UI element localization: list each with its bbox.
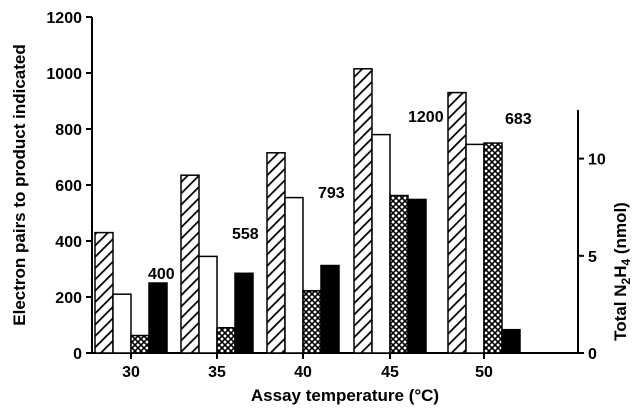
bar-crosshatch-40 [302, 290, 322, 354]
y-tick-label-right-2: 10 [588, 152, 606, 169]
annotation-558: 558 [232, 226, 259, 243]
x-tick-label-30: 30 [122, 364, 140, 381]
bar-open-50 [465, 143, 485, 354]
annotation-683: 683 [505, 111, 532, 128]
y-tick-label-right-1: 5 [588, 249, 597, 266]
bar-solid-45 [407, 198, 427, 354]
y-tick-label-left-3: 600 [55, 178, 82, 195]
y-tick-label-left-5: 1000 [46, 66, 82, 83]
y-tick-label-right-0: 0 [588, 346, 597, 363]
y-axis-title-left: Electron pairs to product indicated [10, 44, 29, 325]
x-tick-label-35: 35 [208, 364, 226, 381]
y-tick-label-left-6: 1200 [46, 10, 82, 27]
bar-diagonal-hatch-50 [447, 91, 467, 354]
bar-solid-35 [234, 272, 254, 354]
bar-open-40 [284, 196, 304, 354]
y-axis-title-right: Total N2H4 (nmol) [611, 202, 633, 341]
annotation-1200: 1200 [408, 109, 444, 126]
x-tick-label-50: 50 [475, 364, 493, 381]
bar-solid-50 [501, 328, 521, 354]
x-axis-title: Assay temperature (°C) [251, 386, 439, 405]
x-tick-label-40: 40 [294, 364, 312, 381]
bar-solid-40 [320, 264, 340, 354]
bar-crosshatch-45 [389, 194, 409, 354]
annotation-793: 793 [318, 185, 345, 202]
bar-diagonal-hatch-40 [266, 152, 286, 354]
y-axis-title-right-part-3: 4 [619, 259, 633, 266]
bar-diagonal-hatch-35 [180, 174, 200, 354]
bar-solid-30 [148, 282, 168, 354]
x-tick-label-45: 45 [381, 364, 399, 381]
bar-crosshatch-50 [483, 142, 503, 354]
bar-crosshatch-30 [130, 334, 150, 354]
y-tick-label-left-2: 400 [55, 234, 82, 251]
y-axis-title-right-part-1: 2 [619, 277, 633, 284]
bar-open-30 [112, 293, 132, 354]
y-tick-label-left-4: 800 [55, 122, 82, 139]
bar-diagonal-hatch-45 [353, 68, 373, 354]
y-axis-title-right-part-2: H [611, 266, 630, 278]
y-axis-title-right-part-0: Total N [611, 284, 630, 340]
bar-diagonal-hatch-30 [94, 231, 114, 354]
y-tick-label-left-1: 200 [55, 290, 82, 307]
bar-open-35 [198, 255, 218, 354]
bar-open-45 [371, 133, 391, 354]
annotation-400: 400 [148, 266, 175, 283]
y-tick-label-left-0: 0 [73, 346, 82, 363]
bar-crosshatch-35 [216, 326, 236, 354]
y-axis-title-right-part-4: (nmol) [611, 202, 630, 259]
